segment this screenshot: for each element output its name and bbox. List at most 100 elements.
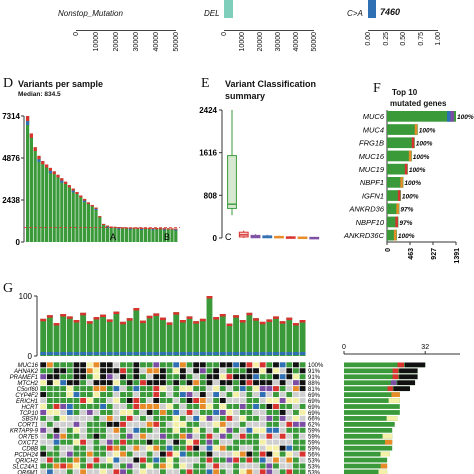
oncoplot-cell (133, 433, 140, 439)
oncoplot-cell (120, 415, 126, 421)
oncoplot-cell (206, 457, 213, 463)
top-bar (273, 316, 279, 356)
oncoplot-cell (273, 392, 279, 398)
oncoplot-cell (273, 380, 279, 386)
bar (37, 155, 41, 242)
oncoplot-cell (133, 439, 140, 445)
top-bar-base (273, 352, 279, 355)
oncoplot-cell (246, 469, 253, 474)
gene-pct: 100% (409, 167, 426, 174)
oncoplot-cell (153, 362, 160, 368)
oncoplot-cell (226, 409, 233, 415)
gene-bar-seg (404, 163, 408, 175)
top-right-label: C>A (347, 9, 363, 18)
oncoplot-cell (140, 386, 146, 392)
oncoplot-cell (193, 439, 200, 445)
top-bar-base (239, 352, 246, 355)
oncoplot-cell (93, 374, 100, 380)
top-bar-cap (246, 312, 253, 316)
oncoplot-cell (106, 386, 113, 392)
oncoplot-cell (273, 433, 279, 439)
oncoplot-cell (140, 403, 146, 409)
oncoplot-cell (53, 403, 60, 409)
side-bar-seg (382, 433, 393, 439)
bar (79, 195, 83, 242)
oncoplot-cell (213, 427, 220, 433)
oncoplot-cell (40, 451, 47, 457)
oncoplot-cell (66, 469, 73, 474)
oncoplot-cell (186, 409, 193, 415)
oncoplot-cell (246, 427, 253, 433)
bar-cap (143, 227, 147, 229)
gene-row-label: QRICH2 (15, 458, 38, 464)
oncoplot-cell (279, 380, 286, 386)
oncoplot-cell (219, 469, 226, 474)
oncoplot-cell (286, 403, 293, 409)
oncoplot-cell (166, 386, 173, 392)
oncoplot-cell (66, 415, 73, 421)
top-bar (106, 319, 113, 356)
gene-pct: 97% (400, 207, 413, 214)
oncoplot-cell (146, 469, 153, 474)
bar (105, 225, 109, 242)
oncoplot-cell (53, 469, 60, 474)
bar-cap (83, 198, 87, 201)
oncoplot-cell (113, 451, 120, 457)
gene-bar-seg (450, 111, 454, 122)
oncoplot-cell (179, 463, 186, 469)
gene-pct: 100% (457, 114, 474, 121)
gene-row-label: SLC24A1 (12, 464, 38, 470)
top-bar (160, 317, 166, 356)
top-bar-cap (140, 320, 146, 324)
top-bar (166, 322, 173, 356)
top-bar (153, 313, 160, 356)
oncoplot-cell (166, 463, 173, 469)
gene-bar (387, 163, 408, 175)
oncoplot-cell (73, 386, 80, 392)
oncoplot-cell (66, 403, 73, 409)
top-bar-cap (106, 319, 113, 322)
oncoplot-cell (66, 463, 73, 469)
oncoplot-cell (120, 421, 126, 427)
top-bar (253, 318, 259, 356)
oncoplot-cell (199, 362, 206, 368)
oncoplot-cell (253, 469, 259, 474)
oncoplot-cell (259, 469, 266, 474)
gene-row-label: OR7E5 (18, 435, 38, 441)
oncoplot-cell (113, 421, 120, 427)
oncoplot-cell (106, 439, 113, 445)
bar (64, 181, 68, 242)
top-bar-cap (53, 323, 60, 326)
side-bar-seg (397, 380, 416, 386)
top-bar-cap (113, 311, 120, 315)
gene-row-label: MUC16 (18, 363, 39, 369)
oncoplot-cell (266, 445, 273, 451)
gene-pct: 100% (419, 127, 436, 134)
oncoplot-cell (266, 392, 273, 398)
bar-cap (52, 171, 56, 175)
oncoplot-cell (140, 427, 146, 433)
oncoplot-cell (106, 392, 113, 398)
top-bar-base (193, 352, 200, 355)
top-bar (140, 320, 146, 356)
oncoplot-cell (73, 457, 80, 463)
oncoplot-cell (233, 374, 239, 380)
oncoplot-cell (233, 427, 239, 433)
oncoplot-cell (53, 457, 60, 463)
oncoplot-cell (133, 451, 140, 457)
oncoplot-cell (166, 457, 173, 463)
gene-bar (387, 190, 401, 201)
oncoplot-cell (279, 433, 286, 439)
top-bar-cap (239, 320, 246, 323)
side-bar-seg (391, 392, 400, 397)
top-bar (53, 323, 60, 356)
oncoplot-cell (279, 445, 286, 451)
oncoplot-cell (106, 403, 113, 409)
oncoplot-cell (299, 451, 306, 457)
oncoplot-cell (239, 427, 246, 433)
oncoplot-cell (80, 386, 87, 392)
oncoplot-cell (120, 463, 126, 469)
oncoplot-cell (199, 469, 206, 474)
oncoplot-cell (100, 469, 106, 474)
